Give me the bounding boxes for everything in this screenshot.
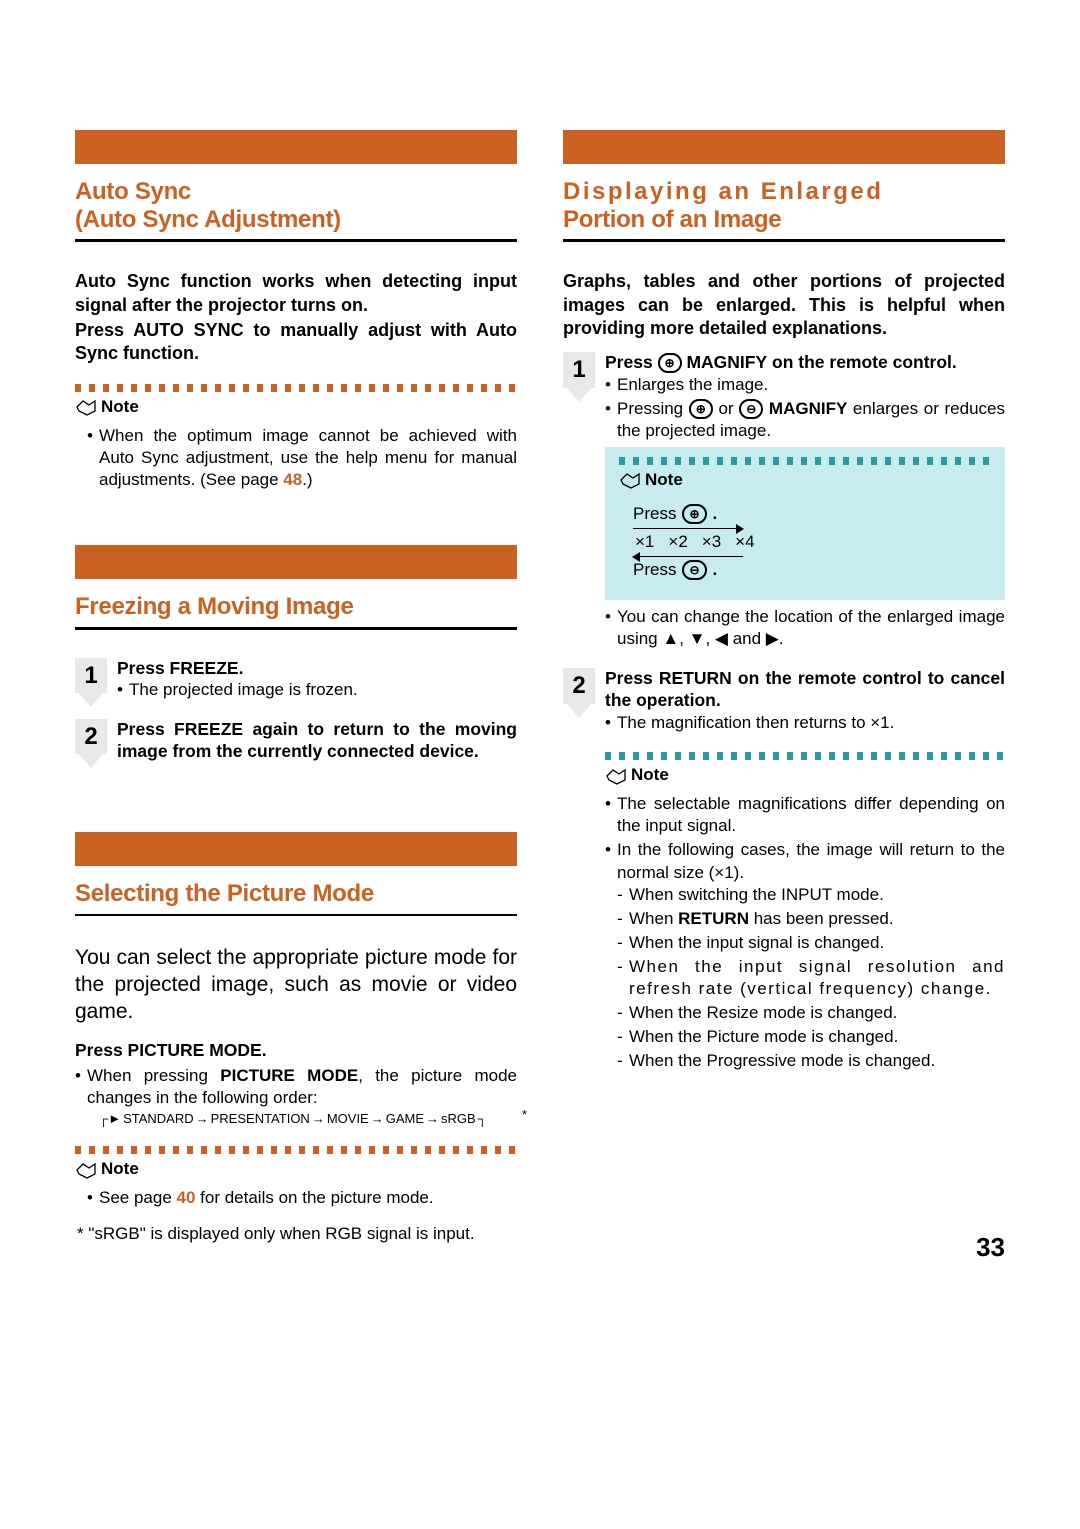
- note-teal-box: Note Press ⊕. ×1 ×2 ×3 ×4: [605, 447, 1005, 601]
- picture-mode-title: Selecting the Picture Mode: [75, 880, 517, 908]
- chain-loop-icon: ┐: [478, 1111, 487, 1128]
- page-ref: 48: [283, 470, 302, 489]
- title-rule: [75, 627, 517, 630]
- note-label: Note: [619, 469, 991, 492]
- note2-bullet-2: In the following cases, the image will r…: [605, 839, 1005, 1072]
- note-bar-teal: [605, 752, 1005, 760]
- enlarge-step-2: 2 Press RETURN on the remote control to …: [563, 668, 1005, 1074]
- zoom-diagram: Press ⊕. ×1 ×2 ×3 ×4 Press: [619, 497, 991, 588]
- auto-sync-note-list: When the optimum image cannot be achieve…: [75, 425, 517, 491]
- picture-mode-body: You can select the appropriate picture m…: [75, 944, 517, 1026]
- asterisk-icon: *: [522, 1107, 527, 1124]
- step-1: 1 Press FREEZE. The projected image is f…: [75, 658, 517, 709]
- dash-item: When the input signal resolution and ref…: [617, 956, 1005, 1000]
- magnify-minus-icon: ⊖: [682, 560, 706, 580]
- note-hand-icon: [619, 470, 641, 490]
- step-1-bullet: The projected image is frozen.: [117, 679, 517, 701]
- dash-item: When the Picture mode is changed.: [617, 1026, 1005, 1048]
- dash-item: When switching the INPUT mode.: [617, 884, 1005, 906]
- step-down-icon: [563, 388, 595, 404]
- note-label: Note: [75, 396, 517, 419]
- enlarge-intro: Graphs, tables and other portions of pro…: [563, 270, 1005, 340]
- auto-sync-intro-1: Auto Sync function works when detecting …: [75, 270, 517, 317]
- step-number: 1: [75, 658, 107, 709]
- note-label: Note: [605, 764, 1005, 787]
- note-item: When the optimum image cannot be achieve…: [87, 425, 517, 491]
- picture-mode-bullet: When pressing PICTURE MODE, the picture …: [75, 1065, 517, 1128]
- arrow-left-icon: [633, 556, 743, 557]
- srgb-footnote: * "sRGB" is displayed only when RGB sign…: [75, 1223, 517, 1245]
- note-hand-icon: [75, 1160, 97, 1180]
- title-rule: [563, 239, 1005, 242]
- auto-sync-title: Auto Sync (Auto Sync Adjustment): [75, 178, 517, 233]
- note-bar-teal: [619, 457, 991, 465]
- magnify-plus-icon: ⊕: [658, 353, 682, 373]
- step-2-lead: Press FREEZE again to return to the movi…: [117, 719, 517, 763]
- section-bar: [75, 545, 517, 579]
- step-number: 2: [563, 668, 595, 719]
- section-bar: [75, 130, 517, 164]
- freezing-title: Freezing a Moving Image: [75, 593, 517, 621]
- note-bar: [75, 1146, 517, 1154]
- step-down-icon: [563, 704, 595, 720]
- left-column: Auto Sync (Auto Sync Adjustment) Auto Sy…: [75, 130, 517, 1245]
- title-line-1: Auto Sync: [75, 178, 191, 205]
- chain-loop-icon: ┌►: [99, 1111, 121, 1128]
- page-number: 33: [976, 1230, 1005, 1265]
- right-column: Displaying an Enlarged Portion of an Ima…: [563, 130, 1005, 1245]
- magnify-plus-icon: ⊕: [689, 399, 713, 419]
- mode-chain: ┌► STANDARD→ PRESENTATION→ MOVIE→ GAME→ …: [99, 1111, 517, 1128]
- step-1-lead: Press ⊕ MAGNIFY on the remote control.: [605, 352, 1005, 374]
- auto-sync-intro-2: Press AUTO SYNC to manually adjust with …: [75, 319, 517, 366]
- note-item: See page 40 for details on the picture m…: [87, 1187, 517, 1209]
- dash-item: When RETURN has been pressed.: [617, 908, 1005, 930]
- step-down-icon: [75, 693, 107, 709]
- zoom-levels: ×1 ×2 ×3 ×4: [635, 531, 977, 554]
- title-rule: [75, 239, 517, 242]
- magnify-plus-icon: ⊕: [682, 504, 706, 524]
- note-bar: [75, 384, 517, 392]
- picture-mode-note: See page 40 for details on the picture m…: [75, 1187, 517, 1209]
- step-down-icon: [75, 754, 107, 770]
- dash-item: When the Progressive mode is changed.: [617, 1050, 1005, 1072]
- page-ref: 40: [177, 1188, 196, 1207]
- arrow-right-icon: [633, 528, 743, 529]
- dash-item: When the input signal is changed.: [617, 932, 1005, 954]
- press-picture-mode: Press PICTURE MODE.: [75, 1039, 517, 1063]
- title-line-2: (Auto Sync Adjustment): [75, 206, 341, 233]
- section-bar: [75, 832, 517, 866]
- step-2-lead: Press RETURN on the remote control to ca…: [605, 668, 1005, 712]
- enlarge-step-1: 1 Press ⊕ MAGNIFY on the remote control.…: [563, 352, 1005, 652]
- title-rule: [75, 914, 517, 916]
- note2-bullet-1: The selectable magnifications differ dep…: [605, 793, 1005, 837]
- step-1-bullet-3: You can change the location of the enlar…: [605, 606, 1005, 650]
- dash-item: When the Resize mode is changed.: [617, 1002, 1005, 1024]
- note-hand-icon: [605, 766, 627, 786]
- step-number: 2: [75, 719, 107, 770]
- step-2-bullet-1: The magnification then returns to ×1.: [605, 712, 1005, 734]
- note-label: Note: [75, 1158, 517, 1181]
- step-1-bullet-2: Pressing ⊕ or ⊖ MAGNIFY enlarges or redu…: [605, 398, 1005, 442]
- step-1-bullet-1: Enlarges the image.: [605, 374, 1005, 396]
- note-hand-icon: [75, 397, 97, 417]
- step-2: 2 Press FREEZE again to return to the mo…: [75, 719, 517, 770]
- section-bar: [563, 130, 1005, 164]
- step-1-lead: Press FREEZE.: [117, 658, 517, 680]
- step-number: 1: [563, 352, 595, 403]
- enlarge-title: Displaying an Enlarged Portion of an Ima…: [563, 178, 1005, 233]
- magnify-minus-icon: ⊖: [739, 399, 763, 419]
